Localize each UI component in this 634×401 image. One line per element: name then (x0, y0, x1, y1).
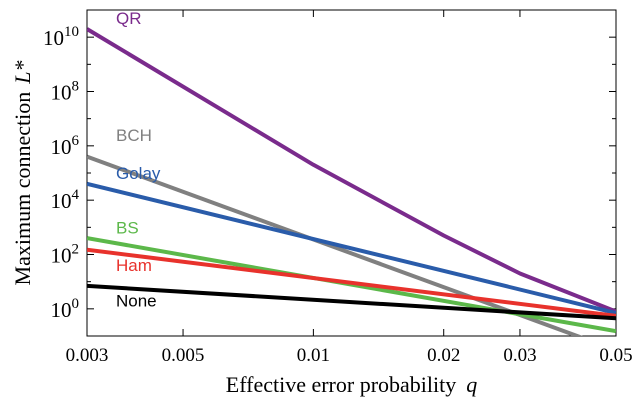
series-line-none (87, 283, 616, 321)
series-label-bs: BS (116, 218, 139, 237)
tick-labels: 0.003 0.005 0.01 0.02 0.03 0.05 100 102 104 106 10… (43, 24, 633, 366)
series-label-bch: BCH (116, 126, 152, 145)
y-axis-label-var: L* (10, 61, 35, 85)
x-axis-label-var: q (466, 372, 477, 397)
y-axis-label: Maximum connection L* (10, 61, 35, 286)
y-tick-label: 104 (51, 187, 80, 213)
x-tick-label: 0.005 (162, 345, 205, 366)
y-tick-label: 1010 (43, 24, 79, 50)
series-label-qr: QR (116, 9, 142, 28)
y-tick-label: 102 (51, 242, 80, 268)
series-line-bch (87, 154, 584, 336)
y-tick-label: 108 (51, 79, 80, 105)
x-axis-label: Effective error probability q (226, 372, 478, 397)
x-tick-label: 0.01 (297, 345, 330, 366)
y-tick-label: 100 (51, 296, 80, 322)
series-line-qr (87, 27, 616, 314)
series-label-none: None (116, 292, 157, 311)
x-tick-label: 0.02 (427, 345, 460, 366)
series-line-golay (87, 181, 616, 315)
x-axis-label-text: Effective error probability (226, 372, 457, 397)
series-label-ham: Ham (116, 256, 152, 275)
plot-frame (86, 9, 617, 337)
series-line-ham (87, 247, 616, 318)
y-axis-label-text: Maximum connection (10, 92, 35, 286)
series-lines (87, 27, 616, 336)
x-tick-label: 0.03 (503, 345, 536, 366)
series-label-golay: Golay (116, 164, 161, 183)
series-labels: QR BCH Golay BS Ham None (116, 9, 161, 310)
x-tick-label: 0.05 (599, 345, 632, 366)
y-tick-label: 106 (51, 133, 80, 159)
x-tick-label: 0.003 (66, 345, 109, 366)
axes (86, 9, 617, 337)
